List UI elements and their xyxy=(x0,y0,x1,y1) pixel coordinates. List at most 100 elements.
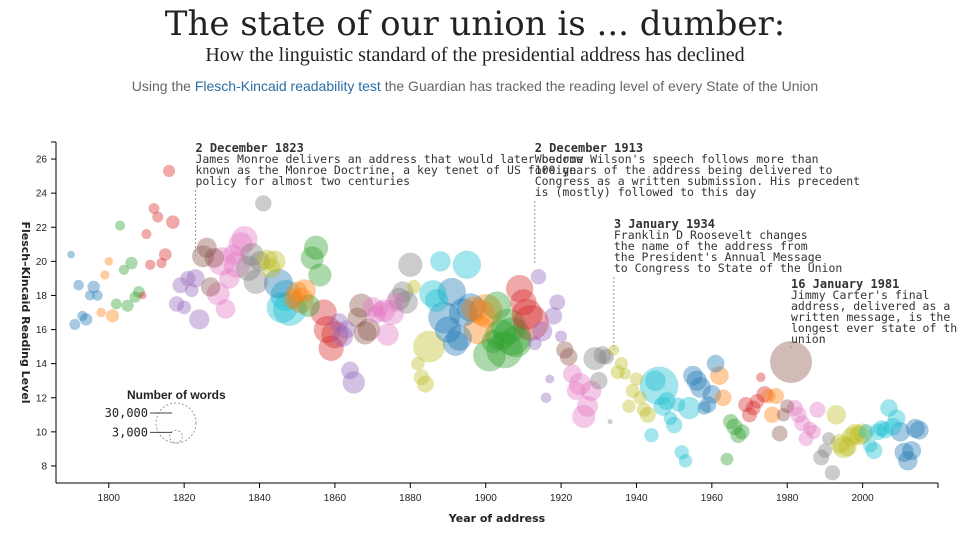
data-bubble xyxy=(378,299,405,326)
data-bubble xyxy=(674,445,689,460)
data-bubble xyxy=(148,203,160,214)
data-bubble xyxy=(633,391,647,405)
data-bubble xyxy=(510,289,537,316)
data-bubble xyxy=(192,245,214,268)
data-bubble xyxy=(473,338,506,372)
annotation-line: James Monroe delivers an address that wo… xyxy=(195,152,583,166)
data-bubble xyxy=(442,330,469,356)
flesch-kincaid-link[interactable]: Flesch-Kincaid readability test xyxy=(194,78,381,94)
data-bubble xyxy=(357,318,381,341)
y-tick-label: 22 xyxy=(36,223,48,234)
data-bubble xyxy=(644,370,666,392)
size-legend: Number of words 30,000 3,000 xyxy=(105,388,226,444)
data-bubble xyxy=(413,330,446,363)
data-bubble xyxy=(767,387,785,405)
data-bubble xyxy=(890,422,911,442)
annotation-line: policy for almost two centuries xyxy=(195,174,410,188)
data-bubble xyxy=(898,451,918,471)
data-bubble xyxy=(468,294,503,328)
data-bubble xyxy=(493,317,532,356)
data-bubble xyxy=(411,356,425,371)
data-bubble xyxy=(826,405,846,425)
y-axis-title: Flesch–Kincaid Reading Level xyxy=(19,221,32,403)
data-bubble xyxy=(437,277,466,307)
x-tick-label: 2000 xyxy=(851,493,874,504)
y-tick-label: 16 xyxy=(36,325,48,336)
annotation-line: address, delivered as a xyxy=(791,299,950,313)
data-bubble xyxy=(683,365,703,386)
data-bubble xyxy=(644,428,659,443)
data-bubble xyxy=(614,357,629,371)
data-bubble xyxy=(69,318,81,330)
data-bubble xyxy=(318,335,344,361)
data-bubble xyxy=(347,307,368,328)
data-bubble xyxy=(235,255,261,281)
data-bubble xyxy=(407,279,422,294)
data-bubble xyxy=(387,287,411,311)
data-bubble xyxy=(207,247,236,276)
data-bubble xyxy=(313,315,342,344)
data-bubble xyxy=(125,256,138,270)
data-bubble xyxy=(771,425,788,442)
data-bubble xyxy=(133,286,145,298)
data-bubble xyxy=(905,418,925,438)
data-bubble xyxy=(145,259,156,270)
data-bubble xyxy=(876,421,894,439)
data-bubble xyxy=(362,297,383,318)
data-bubble xyxy=(530,268,547,285)
data-bubble xyxy=(219,268,240,289)
data-bubble xyxy=(566,381,586,401)
data-bubble xyxy=(84,290,95,301)
x-tick-label: 1820 xyxy=(173,493,196,504)
data-bubble xyxy=(255,195,272,212)
annotation-line: 100 years of the address being delivered… xyxy=(535,163,833,177)
data-bubble xyxy=(166,215,180,229)
data-bubble xyxy=(657,392,676,411)
data-bubble xyxy=(77,310,88,322)
data-bubble xyxy=(902,441,922,461)
data-bubble xyxy=(544,307,563,325)
data-bubble xyxy=(448,298,478,327)
data-bubble xyxy=(598,349,615,365)
data-bubble xyxy=(461,296,488,322)
data-bubble xyxy=(817,443,833,458)
data-bubble xyxy=(456,293,485,322)
data-bubble xyxy=(215,299,236,319)
data-bubble xyxy=(270,279,302,311)
data-bubble xyxy=(511,298,543,330)
data-bubble xyxy=(756,386,773,403)
data-bubble xyxy=(300,246,324,270)
data-bubble xyxy=(288,287,314,314)
data-bubble xyxy=(283,288,304,309)
data-bubble xyxy=(186,269,205,288)
data-bubble xyxy=(663,411,678,425)
data-bubble xyxy=(730,427,747,444)
data-bubble xyxy=(100,270,110,280)
x-tick-label: 1960 xyxy=(701,493,724,504)
data-bubble xyxy=(184,283,199,298)
data-bubble xyxy=(760,388,776,404)
data-bubble xyxy=(121,299,134,312)
data-bubble xyxy=(156,257,167,269)
data-bubble xyxy=(568,372,592,396)
annotation-date: 16 January 1981 xyxy=(791,277,899,291)
data-bubble xyxy=(342,371,365,394)
data-bubble xyxy=(838,438,857,457)
axes: 1800 1820 1840 1860 1880 1900 1920 1940 1960 1980… xyxy=(19,141,939,525)
data-bubble xyxy=(780,399,795,414)
data-bubble xyxy=(372,299,396,322)
data-bubble xyxy=(706,354,725,373)
data-bubble xyxy=(832,436,855,459)
intro-after: the Guardian has tracked the reading lev… xyxy=(380,78,819,94)
data-bubble xyxy=(372,301,388,317)
data-bubble xyxy=(249,251,270,272)
data-bubble xyxy=(865,442,883,460)
data-bubble xyxy=(196,237,217,258)
data-bubble xyxy=(580,380,602,402)
data-bubble xyxy=(710,366,729,385)
data-bubble xyxy=(79,313,93,326)
data-bubble xyxy=(873,420,890,437)
data-bubble xyxy=(884,418,902,436)
data-bubble xyxy=(697,401,712,415)
data-bubble xyxy=(894,442,914,462)
